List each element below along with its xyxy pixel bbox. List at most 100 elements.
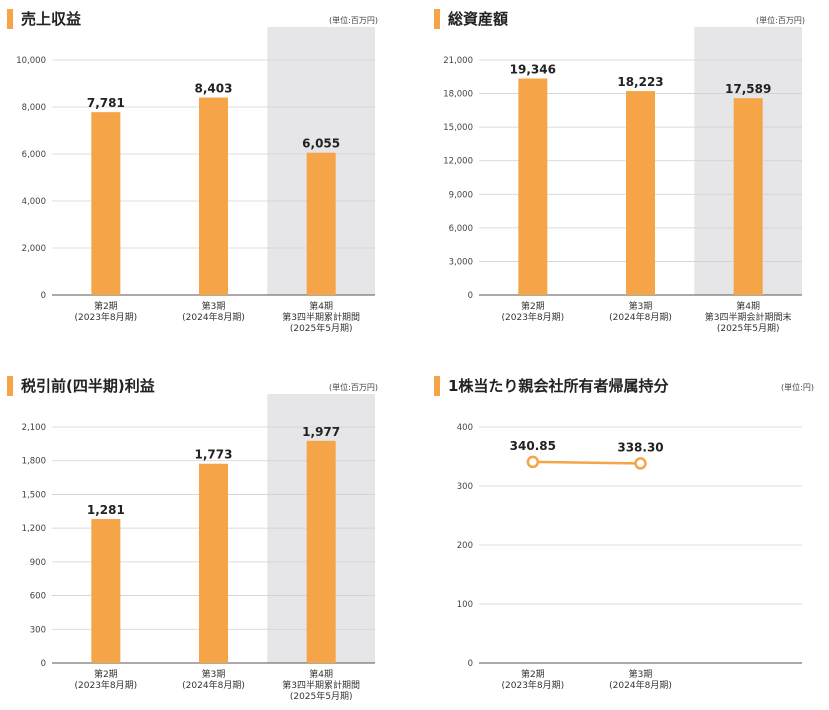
x-category-label: 第2期(2023年8月期) bbox=[75, 300, 138, 323]
equity-per-share-panel: 1株当たり親会社所有者帰属持分 (単位:円) 0 100 200 300 400 第2期(… bbox=[434, 374, 823, 708]
unit-label: (単位:百万円) bbox=[329, 16, 378, 25]
x-category-label-line: 第3期 bbox=[202, 300, 226, 312]
y-tick-label: 15,000 bbox=[443, 123, 473, 133]
unit-label: (単位:円) bbox=[781, 383, 814, 392]
unit-label: (単位:百万円) bbox=[329, 383, 378, 392]
x-category-label-line: (2024年8月期) bbox=[609, 311, 672, 323]
pretax-profit-panel: 税引前(四半期)利益 (単位:百万円) 0 300 600 900 1,200 1,500… bbox=[7, 374, 396, 708]
data-label: 7,781 bbox=[87, 96, 125, 110]
bar bbox=[91, 519, 121, 663]
data-point bbox=[634, 457, 647, 470]
x-category-label-line: 第3四半期累計期間 bbox=[282, 311, 360, 323]
x-category-label-line: 第3期 bbox=[629, 668, 653, 680]
x-category-label: 第3期(2024年8月期) bbox=[609, 300, 672, 323]
data-label: 1,977 bbox=[302, 425, 340, 439]
x-category-label-line: (2023年8月期) bbox=[502, 679, 565, 691]
revenue-panel: 売上収益 (単位:百万円) 0 2,000 4,000 6,000 8,000 10,00… bbox=[7, 7, 396, 347]
x-category-label-line: (2024年8月期) bbox=[182, 679, 245, 691]
y-tick-label: 6,000 bbox=[449, 224, 473, 234]
data-label: 338.30 bbox=[617, 440, 663, 454]
x-category-label: 第4期第3四半期会計期間末(2025年5月期) bbox=[705, 300, 792, 334]
x-category-label: 第2期(2023年8月期) bbox=[502, 300, 565, 323]
data-label: 6,055 bbox=[302, 137, 340, 151]
x-category-label-line: 第4期 bbox=[309, 300, 333, 312]
x-category-label-line: (2025年5月期) bbox=[290, 690, 353, 702]
y-tick-label: 1,500 bbox=[22, 490, 46, 500]
y-tick-label: 12,000 bbox=[443, 157, 473, 167]
x-category-label-line: 第3四半期累計期間 bbox=[282, 679, 360, 691]
bar bbox=[199, 97, 228, 295]
y-tick-label: 0 bbox=[41, 659, 46, 669]
title-accent-bar bbox=[434, 376, 440, 396]
y-tick-label: 1,800 bbox=[22, 457, 46, 467]
bar bbox=[306, 152, 336, 295]
x-category-label: 第2期(2023年8月期) bbox=[502, 668, 565, 691]
x-category-label-line: 第3期 bbox=[202, 668, 226, 680]
x-category-label-line: (2023年8月期) bbox=[75, 679, 138, 691]
y-tick-label: 3,000 bbox=[449, 257, 473, 267]
y-tick-label: 1,200 bbox=[22, 524, 46, 534]
x-category-label-line: (2025年5月期) bbox=[717, 322, 780, 334]
y-tick-label: 0 bbox=[41, 291, 46, 301]
bar bbox=[306, 440, 336, 663]
data-label: 1,281 bbox=[87, 503, 125, 517]
title-accent-bar bbox=[434, 9, 440, 29]
panel-title: 売上収益 bbox=[21, 10, 82, 28]
y-tick-label: 300 bbox=[457, 482, 473, 492]
bar bbox=[626, 91, 655, 295]
x-category-label: 第4期第3四半期累計期間(2025年5月期) bbox=[282, 300, 360, 334]
y-tick-label: 100 bbox=[457, 600, 473, 610]
data-point bbox=[526, 455, 540, 469]
data-label: 340.85 bbox=[510, 439, 556, 453]
unit-label: (単位:百万円) bbox=[756, 16, 805, 25]
bar bbox=[91, 112, 121, 295]
data-label: 8,403 bbox=[195, 82, 233, 96]
pretax-profit-bar-chart: 0 300 600 900 1,200 1,500 1,800 2,100 第2期(2023年8… bbox=[22, 394, 375, 702]
y-tick-label: 400 bbox=[457, 423, 473, 433]
x-category-label-line: 第2期 bbox=[94, 668, 118, 680]
data-label: 17,589 bbox=[725, 82, 771, 96]
x-category-label-line: 第3四半期会計期間末 bbox=[705, 311, 792, 323]
x-category-label-line: 第3期 bbox=[629, 300, 653, 312]
title-accent-bar bbox=[7, 376, 13, 396]
bar bbox=[733, 98, 763, 295]
total-assets-bar-chart: 0 3,000 6,000 9,000 12,000 15,000 18,000 21,000… bbox=[443, 27, 802, 334]
y-tick-label: 900 bbox=[30, 558, 46, 568]
y-tick-label: 18,000 bbox=[443, 90, 473, 100]
y-tick-label: 9,000 bbox=[449, 190, 473, 200]
y-tick-label: 2,100 bbox=[22, 423, 46, 433]
y-tick-label: 10,000 bbox=[16, 56, 46, 66]
x-category-label: 第3期(2024年8月期) bbox=[182, 668, 245, 691]
x-category-label: 第3期(2024年8月期) bbox=[182, 300, 245, 323]
x-category-label: 第3期(2024年8月期) bbox=[609, 668, 672, 691]
title-accent-bar bbox=[7, 9, 13, 29]
x-category-label: 第4期第3四半期累計期間(2025年5月期) bbox=[282, 668, 360, 702]
y-tick-label: 21,000 bbox=[443, 56, 473, 66]
x-category-label-line: 第2期 bbox=[94, 300, 118, 312]
bar bbox=[518, 78, 548, 295]
y-tick-label: 300 bbox=[30, 625, 46, 635]
x-category-label-line: (2024年8月期) bbox=[182, 311, 245, 323]
x-category-label-line: 第4期 bbox=[736, 300, 760, 312]
total-assets-panel: 総資産額 (単位:百万円) 0 3,000 6,000 9,000 12,000 15,0… bbox=[434, 7, 823, 347]
y-tick-label: 600 bbox=[30, 592, 46, 602]
y-tick-label: 4,000 bbox=[22, 197, 46, 207]
data-label: 19,346 bbox=[510, 63, 556, 77]
equity-per-share-line-chart: 0 100 200 300 400 第2期(2023年8月期) 第3期(2024年8月期) 3… bbox=[457, 423, 802, 691]
data-label: 1,773 bbox=[195, 448, 233, 462]
y-tick-label: 2,000 bbox=[22, 244, 46, 254]
x-category-label-line: (2024年8月期) bbox=[609, 679, 672, 691]
panel-title: 1株当たり親会社所有者帰属持分 bbox=[448, 377, 669, 395]
y-tick-label: 0 bbox=[468, 659, 473, 669]
panel-title: 税引前(四半期)利益 bbox=[21, 377, 155, 395]
y-tick-label: 200 bbox=[457, 541, 473, 551]
revenue-bar-chart: 0 2,000 4,000 6,000 8,000 10,000 第2期(2023年8月期)… bbox=[16, 27, 375, 334]
panel-title: 総資産額 bbox=[448, 10, 509, 28]
x-category-label-line: 第2期 bbox=[521, 668, 545, 680]
x-category-label: 第2期(2023年8月期) bbox=[75, 668, 138, 691]
bar bbox=[199, 463, 228, 663]
x-category-label-line: 第4期 bbox=[309, 668, 333, 680]
x-category-label-line: 第2期 bbox=[521, 300, 545, 312]
y-tick-label: 0 bbox=[468, 291, 473, 301]
y-tick-label: 6,000 bbox=[22, 150, 46, 160]
